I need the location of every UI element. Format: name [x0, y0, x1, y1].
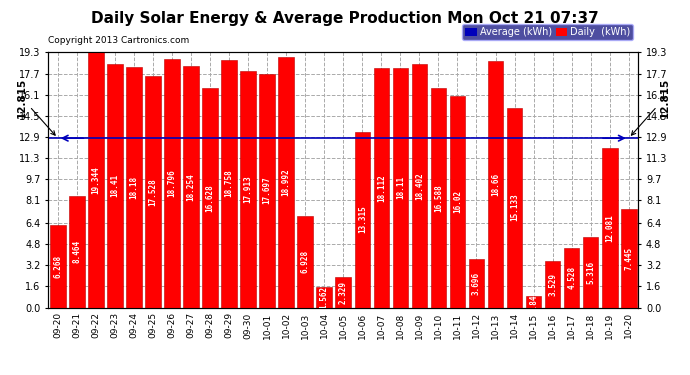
Bar [297, 216, 313, 308]
Text: 18.112: 18.112 [377, 174, 386, 202]
Text: 18.796: 18.796 [168, 170, 177, 197]
Bar [373, 68, 389, 308]
Text: 6.928: 6.928 [301, 250, 310, 273]
Text: 7.445: 7.445 [624, 247, 633, 270]
Text: 17.528: 17.528 [148, 178, 157, 206]
Bar [450, 96, 465, 308]
Text: 18.66: 18.66 [491, 172, 500, 196]
Text: 18.254: 18.254 [186, 173, 195, 201]
Text: 17.913: 17.913 [244, 175, 253, 203]
Bar [355, 132, 370, 308]
Text: 5.316: 5.316 [586, 261, 595, 284]
Bar [317, 287, 332, 308]
Bar [221, 60, 237, 308]
Bar [431, 88, 446, 308]
Text: 13.315: 13.315 [358, 206, 367, 233]
Bar [545, 261, 560, 308]
Text: 1.562: 1.562 [319, 286, 328, 309]
Bar [526, 296, 542, 307]
Bar [488, 61, 503, 308]
Bar [69, 196, 85, 308]
Text: 16.628: 16.628 [206, 184, 215, 211]
Text: 12.815: 12.815 [17, 78, 55, 135]
Text: 12.815: 12.815 [631, 78, 670, 135]
Bar [126, 67, 141, 308]
Bar [506, 108, 522, 307]
Bar [412, 64, 427, 308]
Text: 8.464: 8.464 [72, 240, 81, 263]
Text: 17.697: 17.697 [263, 177, 272, 204]
Bar [202, 88, 218, 308]
Bar [583, 237, 598, 308]
Text: 18.11: 18.11 [396, 176, 405, 200]
Text: 4.528: 4.528 [567, 266, 576, 289]
Bar [107, 64, 123, 308]
Text: Daily Solar Energy & Average Production Mon Oct 21 07:37: Daily Solar Energy & Average Production … [91, 11, 599, 26]
Legend: Average (kWh), Daily  (kWh): Average (kWh), Daily (kWh) [462, 24, 633, 40]
Text: Copyright 2013 Cartronics.com: Copyright 2013 Cartronics.com [48, 36, 190, 45]
Text: 18.402: 18.402 [415, 172, 424, 200]
Text: 18.18: 18.18 [130, 176, 139, 199]
Bar [621, 209, 637, 308]
Bar [184, 66, 199, 308]
Text: 18.41: 18.41 [110, 174, 119, 198]
Bar [278, 57, 294, 308]
Bar [145, 76, 161, 307]
Text: 18.992: 18.992 [282, 168, 290, 196]
Bar [335, 277, 351, 308]
Text: 19.344: 19.344 [91, 166, 100, 194]
Text: 18.758: 18.758 [224, 170, 234, 198]
Text: 2.329: 2.329 [339, 280, 348, 304]
Text: 3.696: 3.696 [472, 272, 481, 295]
Text: 16.588: 16.588 [434, 184, 443, 212]
Bar [469, 259, 484, 308]
Bar [564, 248, 580, 308]
Bar [88, 52, 104, 308]
Bar [164, 59, 180, 308]
Text: 15.133: 15.133 [510, 194, 519, 221]
Text: 6.268: 6.268 [53, 255, 62, 278]
Bar [393, 68, 408, 308]
Bar [50, 225, 66, 308]
Text: 3.529: 3.529 [548, 273, 557, 296]
Bar [259, 74, 275, 308]
Text: 12.081: 12.081 [605, 214, 614, 242]
Bar [240, 71, 256, 308]
Bar [602, 148, 618, 308]
Text: 16.02: 16.02 [453, 190, 462, 213]
Text: 0.846: 0.846 [529, 290, 538, 314]
